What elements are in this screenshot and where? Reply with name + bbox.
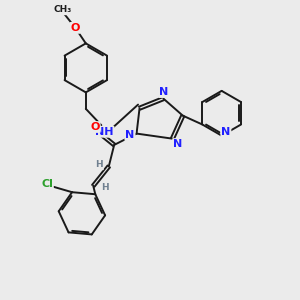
Text: N: N [221, 127, 230, 137]
Text: H: H [95, 160, 103, 169]
Text: N: N [125, 130, 135, 140]
Text: O: O [71, 23, 80, 33]
Text: Cl: Cl [41, 179, 53, 189]
Text: CH₃: CH₃ [53, 5, 72, 14]
Text: N: N [159, 87, 169, 97]
Text: NH: NH [95, 127, 114, 137]
Text: O: O [90, 122, 100, 132]
Text: N: N [173, 139, 182, 149]
Text: H: H [101, 183, 108, 192]
